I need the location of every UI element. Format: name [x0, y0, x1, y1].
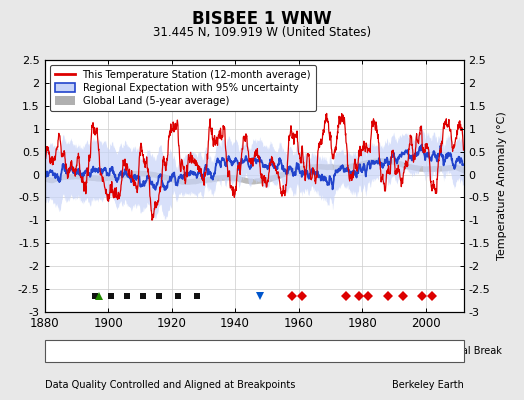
- Text: Station Move: Station Move: [66, 346, 133, 356]
- Text: Data Quality Controlled and Aligned at Breakpoints: Data Quality Controlled and Aligned at B…: [45, 380, 295, 390]
- Text: Berkeley Earth: Berkeley Earth: [392, 380, 464, 390]
- Text: 31.445 N, 109.919 W (United States): 31.445 N, 109.919 W (United States): [153, 26, 371, 39]
- Text: ◆: ◆: [58, 346, 66, 356]
- Text: Empirical Break: Empirical Break: [422, 346, 501, 356]
- Text: Time of Obs. Change: Time of Obs. Change: [275, 346, 380, 356]
- Legend: This Temperature Station (12-month average), Regional Expectation with 95% uncer: This Temperature Station (12-month avera…: [50, 65, 316, 111]
- Text: BISBEE 1 WNW: BISBEE 1 WNW: [192, 10, 332, 28]
- Text: ■: ■: [413, 346, 423, 356]
- Text: ▼: ▼: [268, 346, 275, 356]
- Y-axis label: Temperature Anomaly (°C): Temperature Anomaly (°C): [497, 112, 507, 260]
- Text: Record Gap: Record Gap: [170, 346, 230, 356]
- Text: ▲: ▲: [163, 346, 170, 356]
